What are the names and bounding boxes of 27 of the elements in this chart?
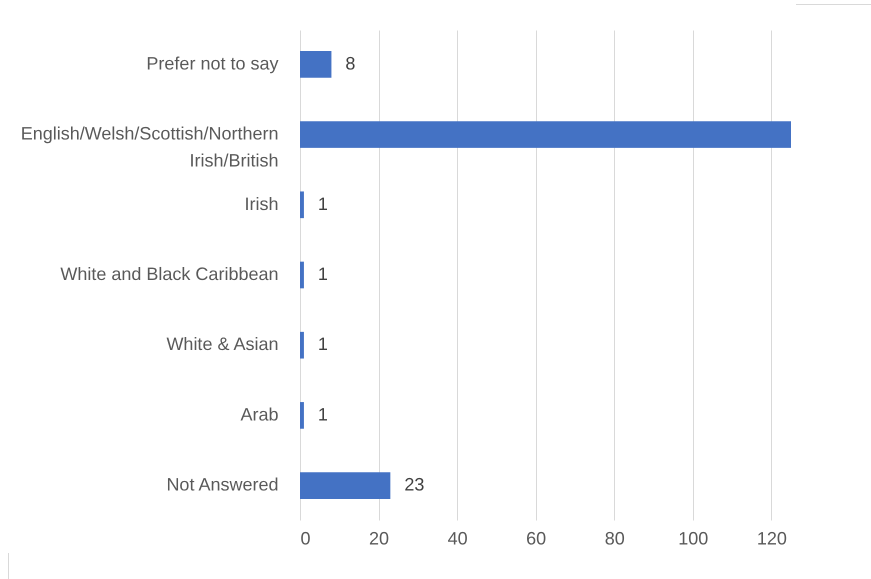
y-tick-label: Arab [240, 404, 278, 424]
data-label: 23 [404, 474, 424, 495]
x-tick-label: 60 [526, 528, 546, 548]
data-label: 1 [318, 264, 328, 284]
x-tick-label: 80 [604, 528, 625, 548]
x-tick-label: 100 [678, 528, 708, 548]
data-label: 1 [318, 404, 328, 424]
y-tick-label: White and Black Caribbean [60, 264, 278, 284]
x-tick-label: 20 [369, 528, 390, 548]
bar [300, 402, 304, 429]
bar [300, 51, 332, 78]
bar [300, 262, 304, 288]
bar [300, 121, 791, 148]
y-tick-label: Irish [244, 194, 278, 214]
bar [300, 472, 390, 499]
data-label: 1 [318, 334, 328, 354]
y-tick-label: White & Asian [166, 334, 278, 354]
bar [300, 191, 304, 218]
x-tick-label: 40 [448, 528, 468, 548]
y-tick-label: English/Welsh/Scottish/Northern Irish/British [20, 124, 278, 171]
data-label: 1 [318, 194, 328, 214]
y-tick-label: Not Answered [166, 474, 278, 495]
bar [300, 332, 304, 359]
x-tick-label: 0 [300, 528, 311, 548]
x-tick-label: 120 [756, 528, 787, 548]
y-tick-label: Prefer not to say [146, 53, 278, 74]
data-label: 8 [345, 53, 356, 74]
